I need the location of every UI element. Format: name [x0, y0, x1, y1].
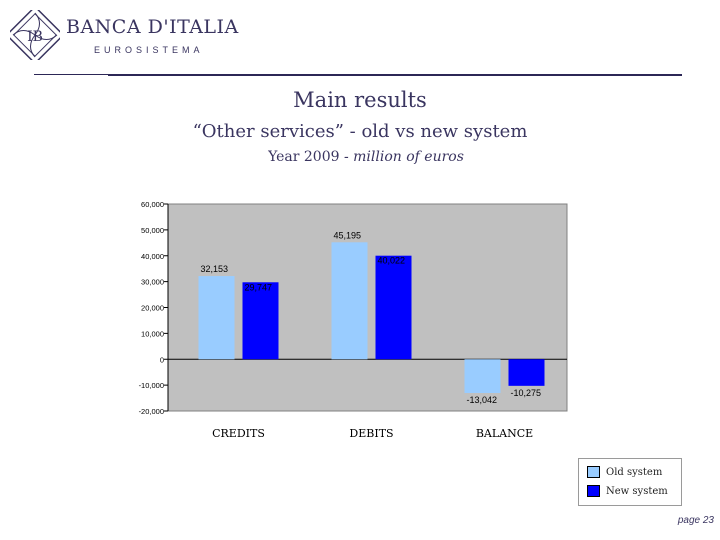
y-tick-label: -20,000 — [139, 407, 164, 416]
data-label: 29,747 — [245, 282, 273, 292]
slide-title: Main results — [293, 88, 427, 112]
y-tick-label: 40,000 — [141, 252, 164, 261]
bar-new-debits — [375, 255, 412, 360]
legend-swatch-new — [587, 485, 600, 497]
y-tick-label: 20,000 — [141, 304, 164, 313]
brand-name: BANCA D'ITALIA — [66, 16, 239, 38]
x-category-label: CREDITS — [212, 427, 265, 440]
header-rule — [108, 74, 682, 76]
banca-italia-logo: IB — [10, 10, 60, 60]
data-label: 45,195 — [334, 230, 362, 240]
legend-label-old: Old system — [606, 466, 663, 478]
y-tick-label: -10,000 — [139, 381, 164, 390]
y-tick-label: 30,000 — [141, 278, 164, 287]
slide-subtitle: “Other services” - old vs new system — [192, 121, 528, 142]
y-tick-label: 60,000 — [141, 200, 164, 209]
data-label: -10,275 — [511, 388, 542, 398]
legend-label-new: New system — [606, 485, 668, 497]
chart-legend: Old system New system — [578, 458, 682, 506]
data-label: 32,153 — [201, 264, 229, 274]
y-tick-label: 10,000 — [141, 329, 164, 338]
caption-units: - million of euros — [343, 149, 464, 165]
y-tick-label: 50,000 — [141, 226, 164, 235]
x-category-label: DEBITS — [349, 427, 393, 440]
bar-old-debits — [331, 242, 368, 360]
bar-old-balance — [464, 359, 501, 393]
header-rule-thin — [34, 74, 108, 75]
legend-swatch-old — [587, 466, 600, 478]
y-tick-label: 0 — [160, 355, 164, 364]
bar-new-credits — [242, 282, 279, 360]
x-category-label: BALANCE — [476, 427, 533, 440]
legend-item-new: New system — [587, 485, 668, 497]
bar-old-credits — [198, 276, 235, 360]
data-label: -13,042 — [467, 395, 498, 405]
caption-year: Year 2009 — [268, 149, 344, 165]
slide-caption: Year 2009 - million of euros — [6, 149, 720, 165]
brand-subtitle: EUROSISTEMA — [94, 45, 204, 55]
svg-text:IB: IB — [27, 29, 43, 45]
page-number: page 23 — [677, 515, 714, 526]
legend-item-old: Old system — [587, 466, 662, 478]
bar-new-balance — [508, 359, 545, 386]
data-label: 40,022 — [378, 256, 406, 266]
